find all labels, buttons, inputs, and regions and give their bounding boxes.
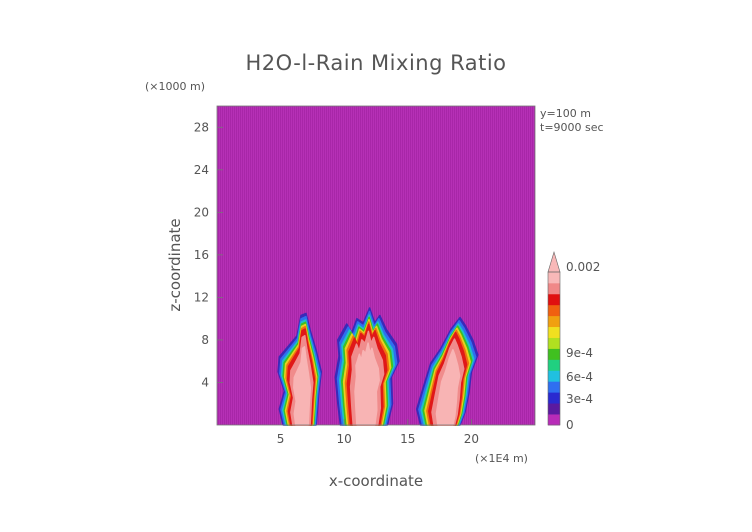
colorbar-segment bbox=[548, 370, 560, 382]
colorbar-label: 6e-4 bbox=[566, 370, 593, 384]
x-tick-label: 5 bbox=[277, 432, 285, 446]
y-tick-label: 8 bbox=[201, 333, 209, 347]
colorbar-segment bbox=[548, 315, 560, 328]
x-unit-label: (×1E4 m) bbox=[475, 452, 528, 465]
rain-cells bbox=[277, 307, 479, 426]
y-tick-label: 12 bbox=[194, 290, 209, 304]
colorbar-label: 3e-4 bbox=[566, 392, 593, 406]
colorbar-segment bbox=[548, 326, 560, 338]
colorbar-segment bbox=[548, 293, 560, 306]
y-tick-label: 28 bbox=[194, 120, 209, 134]
colorbar-segment bbox=[548, 392, 560, 404]
colorbar-segment bbox=[548, 403, 560, 415]
colorbar-segment bbox=[548, 304, 560, 317]
colorbar-segment bbox=[548, 359, 560, 371]
y-tick-label: 4 bbox=[201, 375, 209, 389]
y-tick-label: 24 bbox=[194, 163, 209, 177]
chart-title: H2O-l-Rain Mixing Ratio bbox=[245, 51, 506, 75]
colorbar-segment bbox=[548, 414, 560, 426]
colorbar-segment bbox=[548, 348, 560, 360]
y-tick-label: 16 bbox=[194, 248, 209, 262]
x-tick-label: 15 bbox=[400, 432, 415, 446]
cell-1-contour-9 bbox=[293, 346, 312, 426]
colorbar-label: 0.002 bbox=[566, 260, 600, 274]
y-axis-label: z-coordinate bbox=[166, 218, 184, 311]
x-axis-label: x-coordinate bbox=[329, 472, 423, 490]
plot-frame bbox=[216, 105, 536, 426]
cell-2-contour-9 bbox=[354, 342, 380, 426]
x-tick-label: 10 bbox=[337, 432, 352, 446]
annotation-y: y=100 m bbox=[540, 107, 591, 120]
y-unit-label: (×1000 m) bbox=[145, 80, 205, 93]
colorbar-segment bbox=[548, 337, 560, 349]
colorbar-segment bbox=[548, 381, 560, 393]
y-tick-label: 20 bbox=[194, 205, 209, 219]
colorbar-segment bbox=[548, 272, 560, 284]
colorbar-segment bbox=[548, 282, 560, 295]
x-tick-label: 20 bbox=[464, 432, 479, 446]
colorbar-label: 9e-4 bbox=[566, 346, 593, 360]
plot-area bbox=[216, 105, 536, 426]
y-axis: 4 8 12 16 20 24 28 bbox=[194, 120, 223, 389]
colorbar-arrow bbox=[547, 250, 561, 273]
annotation-t: t=9000 sec bbox=[540, 121, 604, 134]
colorbar-label: 0 bbox=[566, 418, 574, 432]
colorbar-frame bbox=[547, 271, 561, 426]
cell-3-contour-9 bbox=[435, 349, 461, 426]
colorbar: 0 3e-4 6e-4 9e-4 0.002 bbox=[547, 250, 600, 432]
x-axis: 5 10 15 20 bbox=[277, 419, 479, 446]
